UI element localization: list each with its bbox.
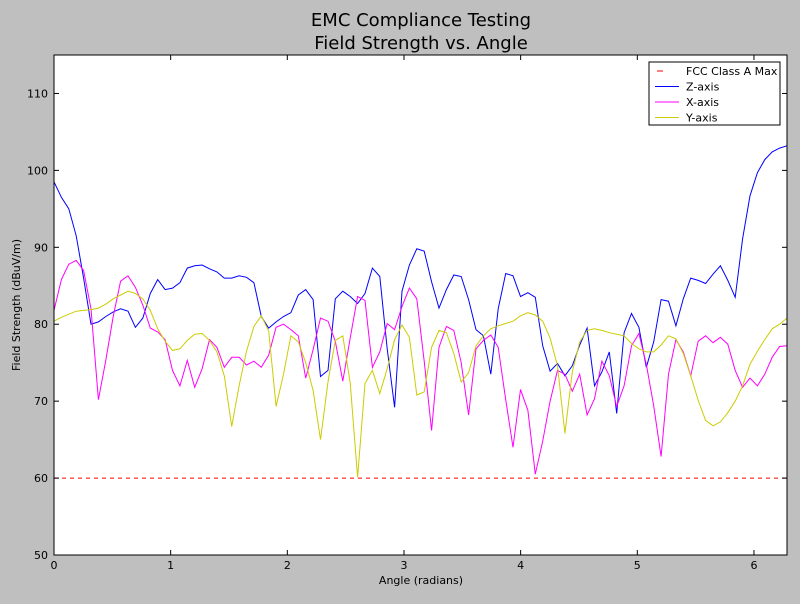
legend-label: FCC Class A Max — [686, 65, 778, 78]
series-line-y-axis — [53, 290, 788, 478]
legend: FCC Class A Max Z-axis X-axis Y-axis — [648, 61, 781, 126]
series-layer — [53, 145, 788, 479]
x-axis-label: Angle (radians) — [379, 574, 463, 587]
x-tick-label: 4 — [517, 559, 524, 572]
y-tick-label: 100 — [27, 164, 48, 177]
y-tick-label: 50 — [34, 549, 48, 562]
x-tick-label: 1 — [167, 559, 174, 572]
legend-box — [648, 61, 781, 126]
series-line-z-axis — [53, 145, 788, 414]
legend-label: X-axis — [686, 96, 719, 109]
series-line-x-axis — [53, 259, 788, 475]
y-tick-label: 110 — [27, 87, 48, 100]
tick-layer: 0 1 2 3 4 5 6 50 60 70 80 90 100 110 — [27, 55, 787, 572]
x-tick-label: 6 — [750, 559, 757, 572]
y-tick-label: 90 — [34, 241, 48, 254]
plot-frame — [53, 54, 788, 556]
x-tick-label: 0 — [51, 559, 58, 572]
x-tick-label: 5 — [634, 559, 641, 572]
y-tick-label: 70 — [34, 395, 48, 408]
x-tick-label: 2 — [284, 559, 291, 572]
y-tick-label: 80 — [34, 318, 48, 331]
x-tick-label: 3 — [400, 559, 407, 572]
chart-subtitle: Field Strength vs. Angle — [314, 33, 528, 54]
legend-label: Z-axis — [686, 81, 720, 94]
y-tick-label: 60 — [34, 472, 48, 485]
y-axis-label: Field Strength (dBuV/m) — [10, 239, 23, 371]
plot-area — [54, 55, 787, 555]
legend-label: Y-axis — [685, 112, 718, 125]
chart-title: EMC Compliance Testing — [311, 10, 531, 31]
